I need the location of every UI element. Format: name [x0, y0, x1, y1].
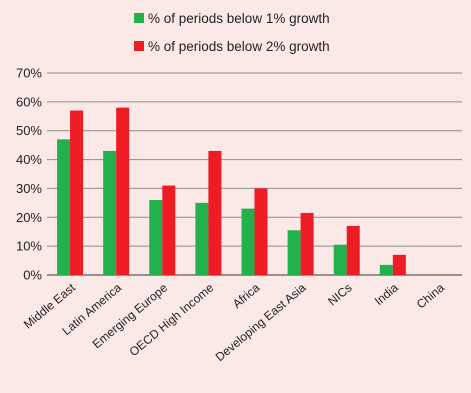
bar-series-1	[379, 264, 393, 275]
x-category-label: NICs	[325, 281, 354, 309]
x-category-label: China	[414, 280, 447, 311]
y-axis-tick-labels: 0% 10% 20% 30% 40% 50% 60% 70%	[16, 66, 42, 283]
legend-label-series-1: % of periods below 1% growth	[148, 11, 330, 26]
bar-series-1	[195, 202, 209, 275]
bar-series-2	[254, 188, 268, 275]
x-category-label: Developing East Asia	[213, 280, 309, 364]
y-tick-label: 30%	[16, 181, 42, 196]
y-tick-label: 60%	[16, 94, 42, 109]
bar-series-1	[149, 199, 163, 275]
bar-series-2	[392, 254, 406, 275]
y-tick-label: 40%	[16, 152, 42, 167]
bar-series-2	[346, 225, 360, 275]
y-tick-label: 0%	[23, 268, 42, 283]
y-tick-label: 50%	[16, 123, 42, 138]
x-category-label: OECD High Income	[127, 280, 217, 359]
bar-series-2	[208, 150, 222, 275]
y-tick-label: 20%	[16, 210, 42, 225]
bar-series-2	[162, 185, 176, 275]
bar-series-1	[57, 139, 71, 275]
bar-series-1	[333, 244, 347, 275]
bar-series-2	[300, 212, 314, 275]
legend-label-series-2: % of periods below 2% growth	[148, 39, 330, 54]
legend-swatch-series-2	[134, 41, 144, 51]
legend: % of periods below 1% growth % of period…	[134, 11, 330, 54]
bars	[57, 107, 406, 275]
bar-series-1	[241, 208, 255, 275]
x-category-label: Africa	[230, 280, 263, 311]
bar-series-1	[103, 150, 117, 275]
y-tick-label: 70%	[16, 66, 42, 81]
legend-swatch-series-1	[134, 13, 144, 23]
x-category-label: India	[372, 280, 401, 308]
bar-series-1	[287, 230, 301, 275]
bar-series-2	[116, 107, 130, 275]
y-tick-label: 10%	[16, 239, 42, 254]
bar-series-2	[70, 110, 84, 275]
